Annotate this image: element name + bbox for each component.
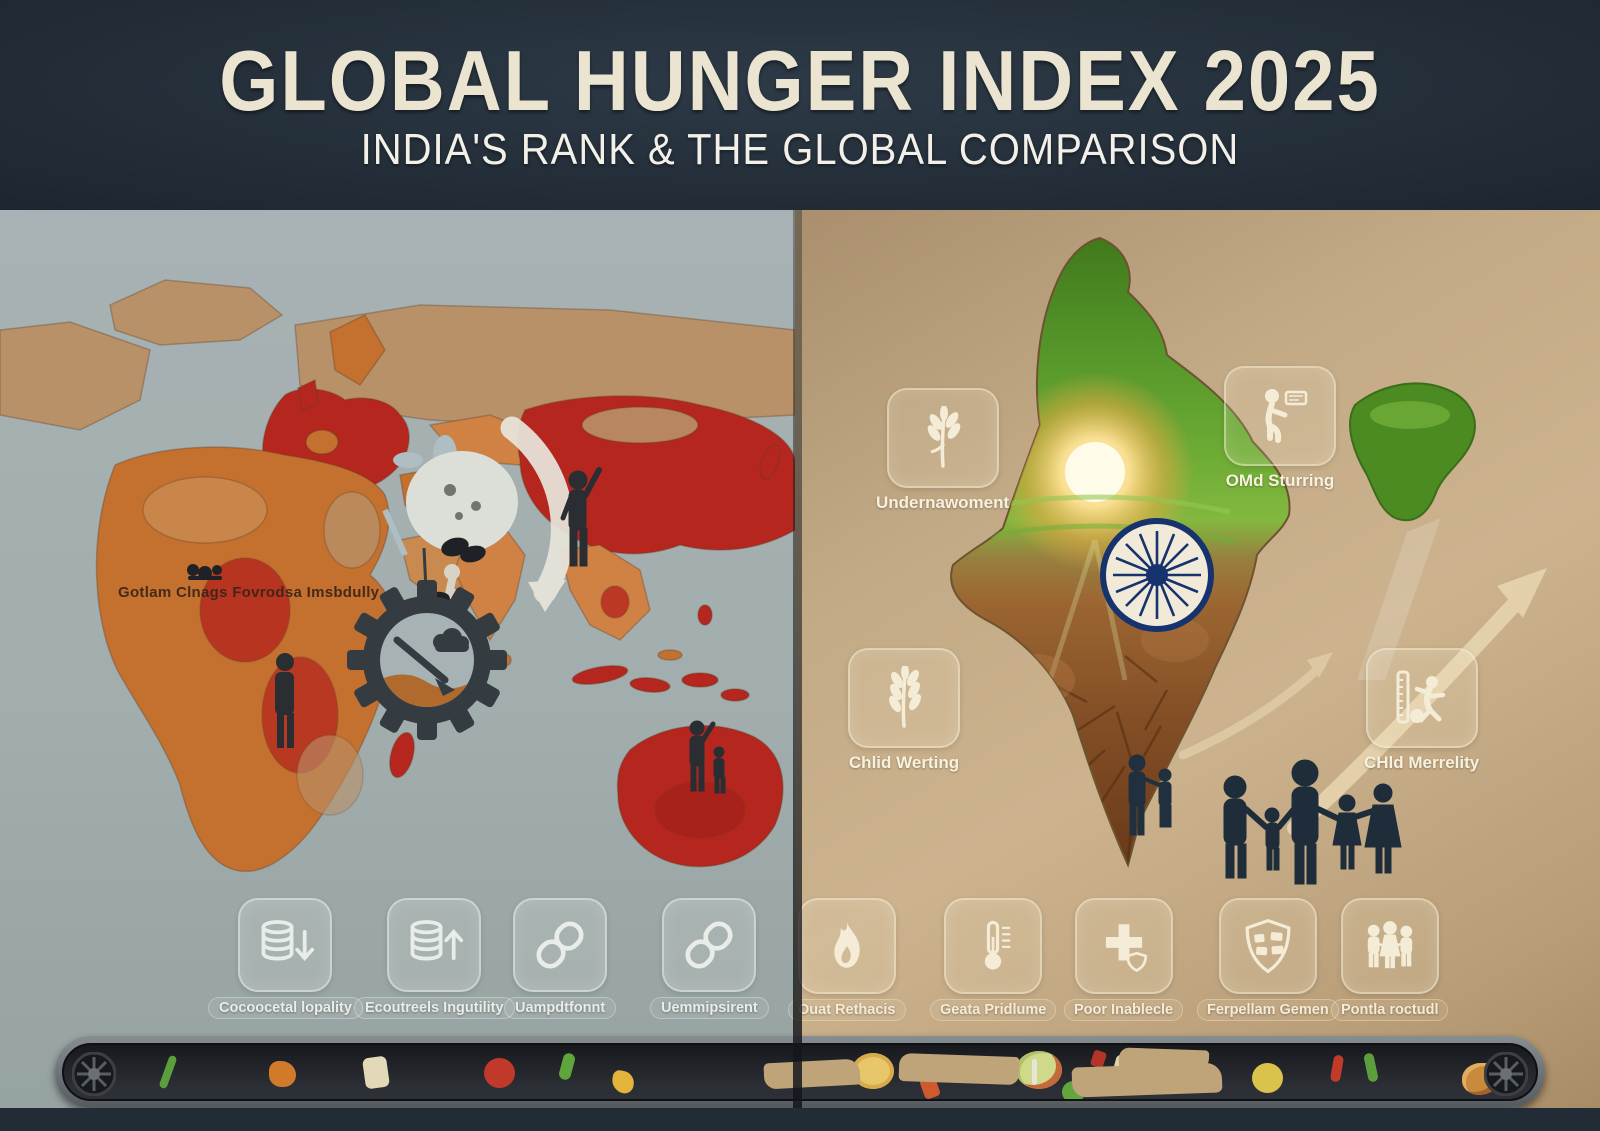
japan-landmass xyxy=(759,444,781,480)
badge-label: Ecoutreels Ingutility xyxy=(354,997,515,1019)
torn-paper-patch xyxy=(1118,1047,1210,1071)
badge-label: Chlid Werting xyxy=(848,753,960,772)
falling-child-ruler-icon xyxy=(1396,670,1445,724)
badge-economic-decline: Cocoocetal lopality xyxy=(208,898,363,1019)
growth-arrow-icon xyxy=(1287,568,1547,836)
uk-landmass xyxy=(297,378,319,411)
food-item xyxy=(1363,1052,1379,1083)
page-subtitle: INDIA'S RANK & THE GLOBAL COMPARISON xyxy=(360,126,1240,174)
page-title: GLOBAL HUNGER INDEX 2025 xyxy=(219,33,1381,130)
badge-temperature: Geata Pridlume xyxy=(930,898,1057,1021)
silhouette-pair xyxy=(1128,754,1172,836)
wheat-icon xyxy=(927,406,960,468)
food-item xyxy=(158,1054,178,1090)
badge-economic-rise: Ecoutreels Ingutility xyxy=(354,898,515,1019)
ashoka-chakra-icon xyxy=(1100,518,1214,632)
badge-health-access: Poor Inablecle xyxy=(1064,898,1184,1021)
circular-arrow-icon xyxy=(500,416,574,612)
badge-label: Uemmipsirent xyxy=(650,997,769,1019)
coins-stack-increase-icon xyxy=(410,920,464,961)
food-item xyxy=(557,1051,577,1082)
badge-linkage-1: Uampdtfonnt xyxy=(504,898,617,1019)
badge-child-wasting: Chlid Werting xyxy=(848,648,960,773)
thermometer-icon xyxy=(985,920,1011,970)
badge-heat: Ouat Rethacis xyxy=(788,898,906,1021)
person-silhouette-china xyxy=(560,467,602,567)
empty-plate-icon xyxy=(406,451,518,553)
person-silhouettes-australia xyxy=(689,720,726,794)
world-map-panel: Gotlam Clnags Fovrodsa Imsbdully xyxy=(0,210,795,1108)
medical-cross-shield-icon xyxy=(1105,924,1147,972)
scribble-mark xyxy=(187,564,222,580)
swoosh-arrow-icon xyxy=(1178,652,1333,760)
badge-label: Geata Pridlume xyxy=(930,999,1057,1021)
badge-protection: Ferpellam Gemen xyxy=(1197,898,1339,1021)
food-item xyxy=(1032,1059,1037,1085)
scandinavia-landmass xyxy=(329,314,386,386)
shield-cross-icon xyxy=(1245,918,1291,974)
badge-label: OMd Sturring xyxy=(1225,471,1335,490)
badge-label: Ferpellam Gemen xyxy=(1197,999,1339,1021)
coins-stack-decrease-icon xyxy=(262,920,315,961)
india-map xyxy=(950,236,1547,885)
food-item xyxy=(610,1069,636,1095)
family-silhouette xyxy=(1223,759,1402,885)
torn-paper-patch xyxy=(763,1058,861,1090)
chain-link-icon xyxy=(685,921,733,969)
badge-label: Undernawoment xyxy=(876,493,1010,512)
badge-label: Pontla roctudl xyxy=(1331,999,1449,1021)
world-map xyxy=(0,279,795,873)
belt-roller-icon xyxy=(72,1052,116,1096)
belt-roller-icon xyxy=(1484,1052,1528,1096)
badge-undernourishment: Undernawoment xyxy=(876,388,1009,513)
greenland-landmass xyxy=(109,279,284,346)
wheat-icon xyxy=(889,666,921,728)
chain-link-icon xyxy=(536,921,584,969)
china-landmass xyxy=(517,395,795,555)
food-item xyxy=(269,1061,296,1087)
map-caption: Gotlam Clnags Fovrodsa Imsbdully xyxy=(118,584,380,601)
badge-population: Pontla roctudl xyxy=(1331,898,1449,1021)
food-item xyxy=(484,1058,515,1088)
north-america-landmass xyxy=(0,321,151,431)
india-map-panel xyxy=(795,210,1600,1108)
food-item xyxy=(1252,1063,1283,1093)
food-item xyxy=(361,1055,391,1090)
badge-label: Poor Inablecle xyxy=(1064,999,1184,1021)
badge-label: Ouat Rethacis xyxy=(788,999,906,1021)
stunted-child-icon xyxy=(1265,389,1308,443)
badge-child-stunting: OMd Sturring xyxy=(1224,366,1336,491)
header-bar: GLOBAL HUNGER INDEX 2025 INDIA'S RANK & … xyxy=(0,0,1600,210)
madagascar-landmass xyxy=(389,731,415,779)
panel-divider xyxy=(793,210,802,1108)
light-beam xyxy=(1357,518,1441,680)
food-item xyxy=(1329,1054,1345,1083)
badge-label: Uampdtfonnt xyxy=(504,997,617,1019)
badge-child-mortality: CHld Merrelity xyxy=(1364,648,1479,773)
family-icon xyxy=(1367,921,1412,969)
badge-label: Cocoocetal lopality xyxy=(208,997,363,1019)
bottom-bar xyxy=(0,1108,1600,1131)
badge-label: CHld Merrelity xyxy=(1364,753,1480,772)
badge-linkage-2: Uemmipsirent xyxy=(650,898,769,1019)
food-item xyxy=(1016,1051,1062,1089)
person-silhouette-africa xyxy=(275,653,294,748)
torn-paper-patch xyxy=(898,1052,1020,1086)
flame-icon xyxy=(834,922,860,968)
gear-decline-icon xyxy=(347,547,507,740)
